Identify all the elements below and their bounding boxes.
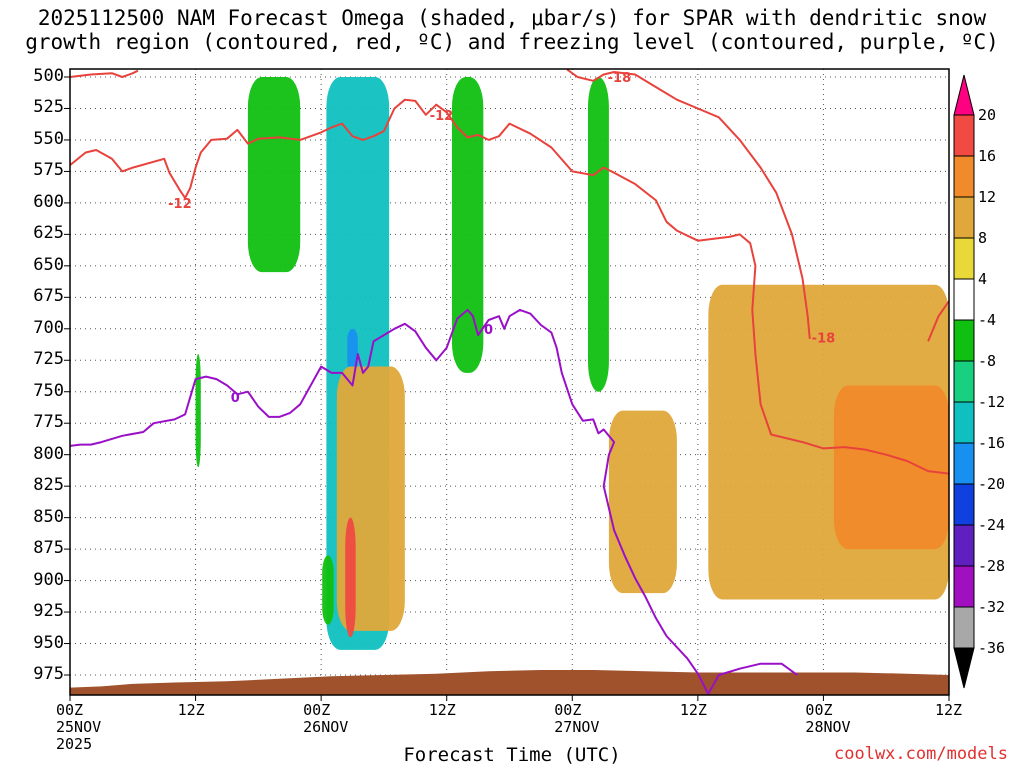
- y-tick-label-875: 875: [33, 538, 64, 559]
- colorbar-seg-11: [953, 524, 975, 567]
- x-tick-label-84: 12Z: [935, 701, 963, 719]
- omega-region-downward_orange_28NOV: [833, 385, 949, 550]
- colorbar-seg-10: [953, 483, 975, 526]
- omega-shading: [195, 77, 949, 650]
- contour-label-0: -12: [168, 197, 192, 212]
- y-tick-label-525: 525: [33, 97, 64, 118]
- y-tick-label-975: 975: [33, 664, 64, 684]
- y-tick-label-550: 550: [33, 128, 64, 149]
- omega-region-downward_yellow_27NOV: [608, 410, 677, 594]
- x-tick-label-0: 00Z 25NOV 2025: [56, 701, 102, 753]
- contour-freezing_level_0C: [70, 308, 798, 695]
- y-tick-label-850: 850: [33, 506, 64, 527]
- y-tick-label-825: 825: [33, 475, 64, 496]
- colorbar-seg-13: [953, 606, 975, 649]
- chart-title-line2: growth region (contoured, red, ºC) and f…: [25, 30, 999, 54]
- y-tick-label-900: 900: [33, 569, 64, 590]
- colorbar-label-13: -36: [978, 639, 1006, 657]
- colorbar: [953, 74, 975, 689]
- plot-frame: [69, 68, 950, 696]
- y-tick-label-675: 675: [33, 286, 64, 307]
- y-tick-label-950: 950: [33, 632, 64, 653]
- contour-dgz_-18_isotherm: [566, 69, 811, 339]
- colorbar-seg-4: [953, 237, 975, 280]
- y-tick-label-575: 575: [33, 160, 64, 181]
- y-tick-label-775: 775: [33, 412, 64, 433]
- colorbar-seg-3: [953, 196, 975, 239]
- colorbar-seg-7: [953, 360, 975, 403]
- colorbar-label-0: 20: [978, 106, 997, 124]
- y-tick-label-500: 500: [33, 66, 64, 86]
- colorbar-seg-8: [953, 401, 975, 444]
- colorbar-seg-9: [953, 442, 975, 485]
- x-axis-title: Forecast Time (UTC): [403, 744, 621, 766]
- colorbar-bottom-arrow: [953, 647, 975, 689]
- x-tick-label-12: 12Z: [177, 701, 205, 719]
- omega-region-upward_core: [347, 328, 358, 373]
- colorbar-label-12: -32: [978, 598, 1006, 616]
- colorbar-seg-6: [953, 319, 975, 362]
- contours: [70, 69, 949, 695]
- colorbar-seg-2: [953, 155, 975, 198]
- contour-label-3: -18: [812, 332, 836, 347]
- contour-label-2: -18: [608, 71, 632, 86]
- credit-link[interactable]: coolwx.com/models: [834, 744, 1008, 764]
- x-tick-label-24: 00Z 26NOV: [303, 701, 349, 736]
- colorbar-label-4: 4: [978, 270, 988, 288]
- chart-title-line1: 2025112500 NAM Forecast Omega (shaded, μ…: [37, 6, 987, 30]
- contour-label-1: -12: [430, 109, 454, 124]
- colorbar-label-10: -24: [978, 516, 1006, 534]
- omega-region-upward_green_25NOV: [195, 353, 201, 468]
- colorbar-seg-12: [953, 565, 975, 608]
- y-tick-label-725: 725: [33, 349, 64, 370]
- colorbar-seg-1: [953, 114, 975, 157]
- y-tick-label-750: 750: [33, 380, 64, 401]
- colorbar-label-6: -8: [978, 352, 997, 370]
- omega-region-upward_green_near_12Z_26NOV: [451, 77, 484, 373]
- contour-labels: -12 -12 -18 -18 0 0: [168, 71, 835, 406]
- colorbar-label-11: -28: [978, 557, 1006, 575]
- omega-region-upward_green_low: [322, 555, 334, 625]
- contour-label-5: 0: [484, 323, 493, 338]
- colorbar-label-7: -12: [978, 393, 1006, 411]
- x-tick-label-60: 12Z: [679, 701, 707, 719]
- y-tick-label-650: 650: [33, 254, 64, 275]
- omega-region-upward_green_500_650: [247, 77, 301, 273]
- x-tick-label-48: 00Z 27NOV: [554, 701, 600, 736]
- contour-label-4: 0: [231, 391, 240, 406]
- colorbar-label-3: 8: [978, 229, 988, 247]
- colorbar-label-8: -16: [978, 434, 1006, 452]
- colorbar-label-2: 12: [978, 188, 997, 206]
- colorbar-seg-5: [953, 278, 975, 321]
- colorbar-label-1: 16: [978, 147, 997, 165]
- x-tick-label-72: 00Z 28NOV: [805, 701, 851, 736]
- contour-dgz_-18_right: [927, 300, 949, 342]
- colorbar-label-5: -4: [978, 311, 997, 329]
- y-tick-label-600: 600: [33, 191, 64, 212]
- contour-dgz_-18_upper: [70, 69, 139, 78]
- y-tick-label-800: 800: [33, 443, 64, 464]
- terrain-surface: [70, 669, 949, 695]
- omega-region-downward_orange_narrow: [345, 517, 356, 638]
- y-tick-label-625: 625: [33, 223, 64, 244]
- x-tick-label-36: 12Z: [428, 701, 456, 719]
- contour-dgz_-12_isotherm: [70, 98, 949, 475]
- y-tick-label-925: 925: [33, 601, 64, 622]
- colorbar-label-9: -20: [978, 475, 1006, 493]
- terrain: [70, 669, 949, 695]
- axis-ticks: [64, 76, 950, 701]
- y-tick-label-700: 700: [33, 317, 64, 338]
- omega-region-upward_green_27NOV: [587, 77, 609, 392]
